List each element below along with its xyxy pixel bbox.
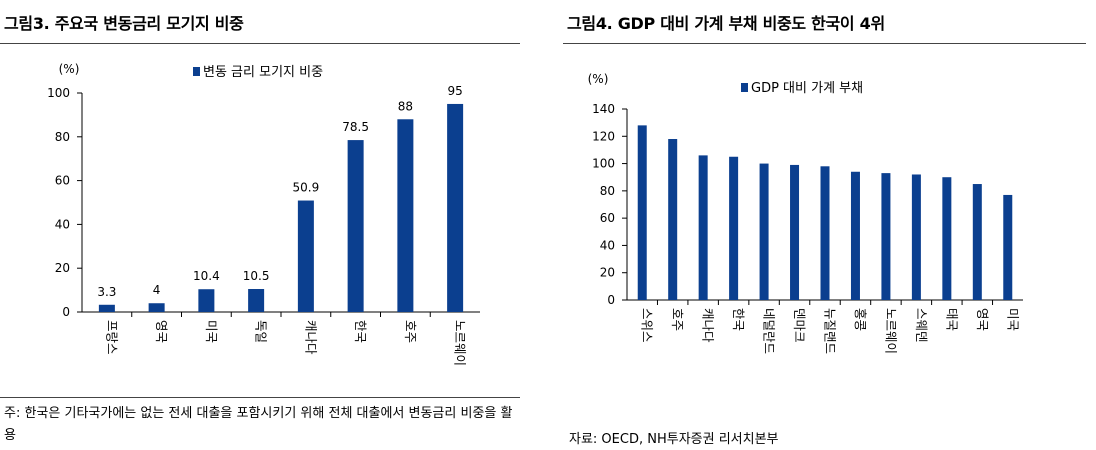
bar: [297, 200, 314, 312]
bar: [820, 166, 830, 300]
bar: [397, 119, 414, 312]
x-category-label: 뉴질랜드: [823, 308, 838, 354]
data-label: 88: [398, 99, 413, 113]
x-category-label: 미국: [1005, 308, 1020, 331]
right-chart-panel: 그림4. GDP 대비 가계 부채 비중도 한국이 4위 0 20 40 60 80 10…: [563, 0, 1096, 450]
x-category-label: 미국: [204, 320, 219, 343]
data-label: 78.5: [342, 120, 369, 134]
bar: [850, 171, 860, 300]
bar: [1003, 194, 1013, 300]
bar: [248, 289, 265, 312]
y-unit-label: (%): [588, 72, 609, 86]
x-category-label: 노르웨이: [453, 320, 468, 366]
legend-label: 변동 금리 모기지 비중: [203, 65, 323, 80]
y-unit-label: (%): [59, 62, 80, 76]
y-tick-label: 60: [55, 174, 70, 188]
data-label: 4: [153, 283, 161, 297]
y-tick-label: 40: [600, 238, 615, 252]
bar: [911, 174, 921, 300]
left-note-divider: [0, 397, 520, 398]
x-category-label: 태국: [944, 308, 959, 331]
x-category-label: 스웨덴: [914, 308, 929, 343]
x-category-label: 프랑스: [104, 320, 119, 355]
right-title-divider: [563, 43, 1086, 44]
bar: [881, 173, 891, 300]
y-tick-label: 0: [62, 305, 70, 319]
data-label: 3.3: [97, 285, 116, 299]
y-tick-label: 80: [55, 130, 70, 144]
data-label: 95: [447, 84, 462, 98]
y-tick-label: 120: [592, 129, 615, 143]
x-category-label: 호주: [403, 320, 418, 343]
left-chart-note: 주: 한국은 기타국가에는 없는 전세 대출을 포함시키기 위해 전체 대출에서…: [4, 406, 513, 443]
x-category-label: 네덜란드: [762, 308, 777, 354]
bar: [98, 304, 115, 312]
data-label: 50.9: [293, 181, 320, 195]
left-chart-panel: 그림3. 주요국 변동금리 모기지 비중 0 20 40 60 80 100 (%) 변동 금…: [0, 0, 530, 450]
bar: [972, 184, 982, 300]
bar: [447, 103, 464, 312]
y-tick-label: 80: [600, 184, 615, 198]
bar: [637, 125, 647, 300]
x-category-label: 영국: [154, 320, 169, 343]
bar: [759, 163, 769, 300]
y-tick-label: 100: [47, 86, 70, 100]
x-category-label: 스위스: [640, 308, 655, 343]
x-category-label: 한국: [731, 308, 746, 331]
legend-swatch: [193, 67, 200, 76]
bar: [790, 164, 800, 300]
bar: [198, 289, 215, 312]
x-category-label: 영국: [975, 308, 990, 331]
legend-swatch: [741, 83, 748, 92]
y-tick-label: 100: [592, 157, 615, 171]
legend-label: GDP 대비 가계 부채: [751, 81, 863, 96]
x-category-label: 홍콩: [853, 308, 868, 331]
right-chart-source: 자료: OECD, NH투자증권 리서치본부: [569, 432, 779, 447]
x-category-label: 덴마크: [792, 308, 807, 343]
y-tick-label: 20: [55, 261, 70, 275]
left-title-divider: [0, 43, 520, 44]
bar: [942, 177, 952, 300]
data-label: 10.4: [193, 269, 220, 283]
y-tick-label: 0: [607, 293, 615, 307]
x-category-label: 노르웨이: [883, 308, 898, 354]
x-category-label: 캐나다: [701, 308, 716, 343]
bar: [148, 303, 165, 312]
right-chart-title: 그림4. GDP 대비 가계 부채 비중도 한국이 4위: [567, 14, 885, 33]
y-tick-label: 20: [600, 266, 615, 280]
bar: [698, 155, 708, 300]
y-tick-label: 60: [600, 211, 615, 225]
x-category-label: 호주: [670, 308, 685, 331]
left-chart-title: 그림3. 주요국 변동금리 모기지 비중: [4, 14, 244, 33]
bar: [729, 156, 739, 300]
bar: [347, 140, 364, 312]
y-tick-label: 40: [55, 217, 70, 231]
bar: [668, 139, 678, 300]
y-tick-label: 140: [592, 102, 615, 116]
data-label: 10.5: [243, 269, 270, 283]
x-category-label: 한국: [353, 320, 368, 343]
x-category-label: 독일: [254, 320, 269, 343]
x-category-label: 캐나다: [303, 320, 318, 355]
